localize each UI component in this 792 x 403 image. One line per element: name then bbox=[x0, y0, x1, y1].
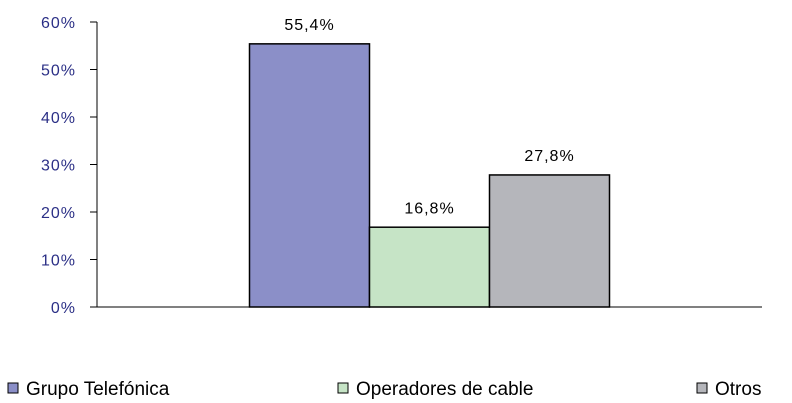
bar bbox=[488, 174, 611, 308]
value-label: 27,8% bbox=[524, 148, 574, 165]
y-tick-label: 10% bbox=[41, 253, 76, 270]
legend-label: Operadores de cable bbox=[356, 379, 533, 400]
legend-swatch bbox=[337, 382, 349, 394]
legend-label: Grupo Telefónica bbox=[26, 379, 170, 400]
y-tick-label: 50% bbox=[41, 63, 76, 80]
bar bbox=[248, 43, 371, 308]
value-label: 55,4% bbox=[284, 17, 334, 34]
y-tick-label: 30% bbox=[41, 158, 76, 175]
legend-swatch bbox=[696, 382, 708, 394]
legend-swatch bbox=[7, 382, 19, 394]
y-tick-label: 60% bbox=[41, 15, 76, 32]
y-tick-label: 0% bbox=[51, 300, 76, 317]
y-tick-label: 20% bbox=[41, 205, 76, 222]
value-label: 16,8% bbox=[404, 200, 454, 217]
legend-label: Otros bbox=[715, 379, 761, 400]
bar bbox=[368, 226, 491, 308]
y-tick-label: 40% bbox=[41, 110, 76, 127]
